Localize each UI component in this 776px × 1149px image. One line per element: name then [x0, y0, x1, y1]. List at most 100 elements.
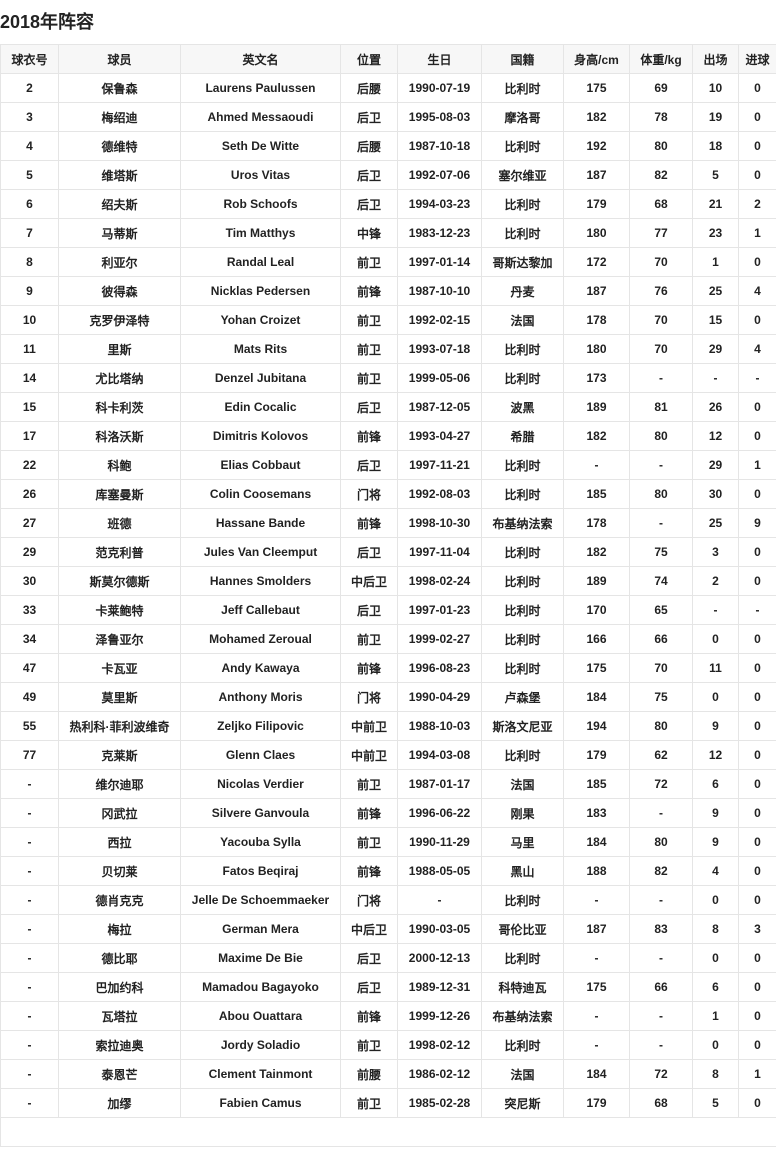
cell-height: -	[563, 1001, 630, 1031]
cell-position: 前卫	[340, 305, 398, 335]
cell-goals: 3	[738, 914, 776, 944]
cell-weight: 70	[629, 247, 693, 277]
cell-weight: 68	[629, 1088, 693, 1118]
cell-height: 182	[563, 102, 630, 132]
cell-nationality: 波黑	[481, 392, 564, 422]
cell-nationality: 科特迪瓦	[481, 972, 564, 1002]
cell-weight: -	[629, 798, 693, 828]
cell-weight: 66	[629, 972, 693, 1002]
cell-nationality: 斯洛文尼亚	[481, 711, 564, 741]
cell-nationality: 丹麦	[481, 276, 564, 306]
cell-goals: 0	[738, 1001, 776, 1031]
cell-appearances: 29	[692, 450, 739, 480]
cell-weight: 80	[629, 479, 693, 509]
cell-english-name: Hannes Smolders	[180, 566, 341, 596]
cell-birthday: 1986-02-12	[397, 1059, 482, 1089]
cell-birthday: 1996-06-22	[397, 798, 482, 828]
cell-birthday: 1998-02-12	[397, 1030, 482, 1060]
cell-player-name: 热利科·菲利波维奇	[58, 711, 181, 741]
cell-position: 后腰	[340, 73, 398, 103]
cell-height: -	[563, 943, 630, 973]
page-title: 2018年阵容	[0, 12, 95, 32]
cell-birthday: 1992-02-15	[397, 305, 482, 335]
column-header-goals: 进球	[738, 44, 776, 74]
cell-goals: 0	[738, 885, 776, 915]
cell-english-name: Elias Cobbaut	[180, 450, 341, 480]
cell-nationality: 希腊	[481, 421, 564, 451]
cell-nationality: 比利时	[481, 479, 564, 509]
cell-goals: 0	[738, 943, 776, 973]
cell-nationality: 刚果	[481, 798, 564, 828]
cell-nationality: 突尼斯	[481, 1088, 564, 1118]
cell-jersey-number: 6	[0, 189, 59, 219]
cell-goals: 9	[738, 508, 776, 538]
cell-appearances: 0	[692, 682, 739, 712]
cell-height: 192	[563, 131, 630, 161]
cell-height: 187	[563, 160, 630, 190]
cell-appearances: 21	[692, 189, 739, 219]
cell-appearances: 2	[692, 566, 739, 596]
cell-player-name: 科卡利茨	[58, 392, 181, 422]
cell-height: 194	[563, 711, 630, 741]
cell-position: 前锋	[340, 276, 398, 306]
cell-weight: -	[629, 1030, 693, 1060]
cell-goals: 0	[738, 856, 776, 886]
cell-height: 175	[563, 972, 630, 1002]
cell-nationality: 比利时	[481, 885, 564, 915]
column-header-appearances: 出场	[692, 44, 739, 74]
cell-english-name: Fatos Beqiraj	[180, 856, 341, 886]
cell-goals: 0	[738, 73, 776, 103]
cell-nationality: 法国	[481, 1059, 564, 1089]
cell-english-name: Andy Kawaya	[180, 653, 341, 683]
cell-nationality: 布基纳法索	[481, 1001, 564, 1031]
cell-player-name: 梅绍迪	[58, 102, 181, 132]
table-row: 17 科洛沃斯 Dimitris Kolovos 前锋 1993-04-27 希腊 182 8…	[0, 421, 776, 451]
cell-birthday: 1996-08-23	[397, 653, 482, 683]
cell-appearances: 26	[692, 392, 739, 422]
cell-jersey-number: 33	[0, 595, 59, 625]
cell-nationality: 比利时	[481, 740, 564, 770]
cell-player-name: 维尔迪耶	[58, 769, 181, 799]
cell-weight: -	[629, 363, 693, 393]
cell-jersey-number: -	[0, 1001, 59, 1031]
cell-appearances: 9	[692, 827, 739, 857]
table-row: 8 利亚尔 Randal Leal 前卫 1997-01-14 哥斯达黎加 172 70 1 0	[0, 247, 776, 277]
cell-player-name: 德维特	[58, 131, 181, 161]
cell-height: 185	[563, 769, 630, 799]
cell-player-name: 尤比塔纳	[58, 363, 181, 393]
cell-english-name: Fabien Camus	[180, 1088, 341, 1118]
cell-nationality: 哥斯达黎加	[481, 247, 564, 277]
cell-birthday: 1988-05-05	[397, 856, 482, 886]
cell-jersey-number: -	[0, 943, 59, 973]
cell-player-name: 泽鲁亚尔	[58, 624, 181, 654]
cell-jersey-number: -	[0, 856, 59, 886]
cell-jersey-number: -	[0, 1030, 59, 1060]
cell-jersey-number: 3	[0, 102, 59, 132]
cell-player-name: 绍夫斯	[58, 189, 181, 219]
cell-position: 前腰	[340, 1059, 398, 1089]
cell-appearances: 4	[692, 856, 739, 886]
cell-english-name: Edin Cocalic	[180, 392, 341, 422]
table-header: 球衣号 球员 英文名 位置 生日 国籍 身高/cm 体重/kg 出场 进球	[0, 44, 776, 74]
cell-appearances: 12	[692, 740, 739, 770]
cell-goals: 0	[738, 160, 776, 190]
cell-position: 中后卫	[340, 914, 398, 944]
cell-goals: 0	[738, 305, 776, 335]
cell-jersey-number: -	[0, 798, 59, 828]
cell-weight: -	[629, 885, 693, 915]
cell-height: 187	[563, 276, 630, 306]
cell-goals: 0	[738, 972, 776, 1002]
cell-english-name: Mamadou Bagayoko	[180, 972, 341, 1002]
cell-height: 189	[563, 566, 630, 596]
cell-nationality: 哥伦比亚	[481, 914, 564, 944]
cell-height: 187	[563, 914, 630, 944]
cell-player-name: 保鲁森	[58, 73, 181, 103]
cell-position: 门将	[340, 479, 398, 509]
cell-goals: 0	[738, 392, 776, 422]
cell-position: 前卫	[340, 1088, 398, 1118]
cell-player-name: 瓦塔拉	[58, 1001, 181, 1031]
table-row: 49 莫里斯 Anthony Moris 门将 1990-04-29 卢森堡 184 75 0 0	[0, 682, 776, 712]
cell-english-name: Maxime De Bie	[180, 943, 341, 973]
cell-nationality: 比利时	[481, 1030, 564, 1060]
cell-nationality: 马里	[481, 827, 564, 857]
